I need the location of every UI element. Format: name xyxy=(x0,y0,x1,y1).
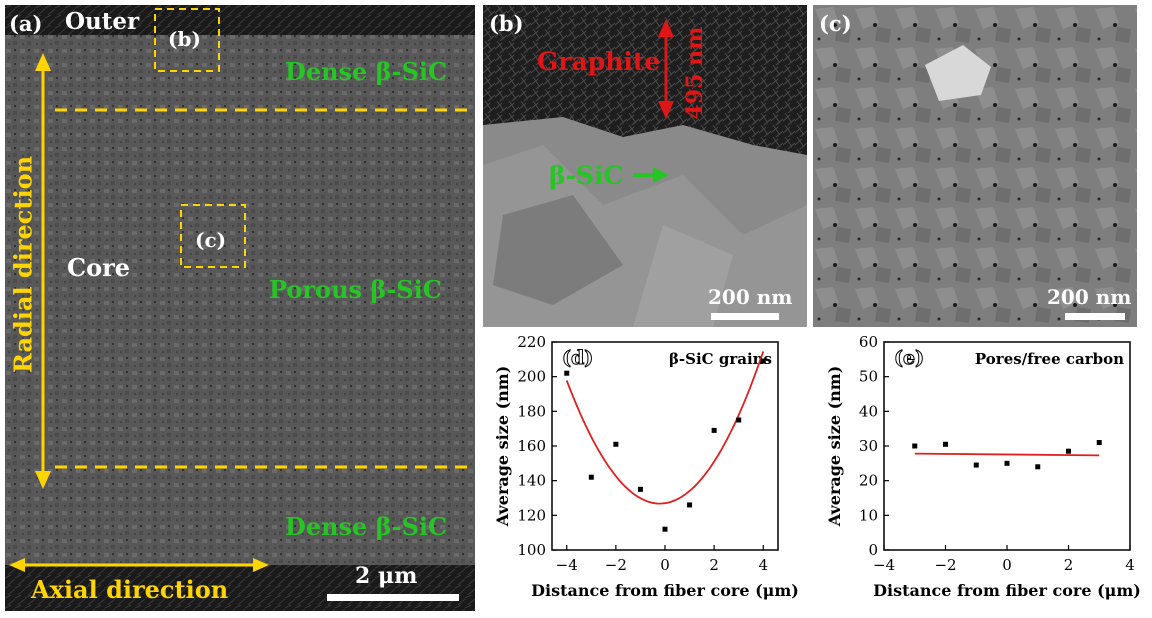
y-tick-label: 140 xyxy=(517,472,546,490)
graphite-label: Graphite xyxy=(537,47,661,76)
y-tick-label: 220 xyxy=(517,333,546,351)
inset-c-label: (c) xyxy=(195,228,227,252)
data-point xyxy=(912,443,918,449)
x-tick-label: 4 xyxy=(758,556,768,574)
y-tick-label: 200 xyxy=(517,368,546,386)
panel-letter: (e) xyxy=(894,347,924,369)
dense-bottom-label: Dense β-SiC xyxy=(285,512,448,541)
panel-b-label: (b) xyxy=(489,11,524,36)
data-point xyxy=(1004,460,1010,466)
x-tick-label: −2 xyxy=(605,556,627,574)
x-tick-label: −4 xyxy=(873,556,895,574)
data-point xyxy=(1096,440,1102,446)
x-tick-label: 4 xyxy=(1125,556,1135,574)
y-axis-label: Average size (nm) xyxy=(825,366,844,528)
data-point xyxy=(736,417,742,423)
y-tick-label: 50 xyxy=(859,368,878,386)
panel-a-micrograph xyxy=(5,5,475,611)
x-tick-label: −2 xyxy=(934,556,956,574)
plot-frame xyxy=(883,341,1131,551)
panel-c-micrograph xyxy=(813,5,1137,327)
chart-d: −4 −2 0 2 4 100 120 140 160 180 200 220 Distance fro… xyxy=(493,333,799,600)
y-tick-label: 60 xyxy=(859,333,878,351)
data-point xyxy=(943,441,948,447)
data-point xyxy=(687,502,693,508)
data-point xyxy=(662,526,668,532)
scale-bar-b-label: 200 nm xyxy=(708,285,793,309)
x-tick-label: −4 xyxy=(556,556,578,574)
radial-direction-label: Radial direction xyxy=(8,155,38,374)
y-axis-label: Average size (nm) xyxy=(493,366,512,528)
fit-curve xyxy=(914,452,1100,457)
y-tick-label: 180 xyxy=(517,402,546,420)
panel-letter: (d) xyxy=(562,347,593,369)
core-label: Core xyxy=(67,253,131,282)
y-tick-label: 100 xyxy=(517,541,546,559)
x-tick-label: 0 xyxy=(1002,556,1012,574)
dense-top-label: Dense β-SiC xyxy=(285,57,448,86)
x-tick-label: 2 xyxy=(1064,556,1074,574)
panel-c-label: (c) xyxy=(819,11,852,36)
y-tick-label: 120 xyxy=(517,506,546,524)
data-point xyxy=(1066,448,1071,454)
thickness-label: 495 nm xyxy=(682,26,708,120)
data-point xyxy=(711,427,717,433)
x-tick-label: 0 xyxy=(660,556,670,574)
x-tick-label: 2 xyxy=(709,556,719,574)
data-point xyxy=(760,358,766,364)
scale-bar-a-label: 2 μm xyxy=(355,563,418,589)
plot-frame xyxy=(551,341,779,551)
sic-label: β-SiC xyxy=(549,161,624,190)
data-point xyxy=(637,486,643,492)
x-axis-label: Distance from fiber core (μm) xyxy=(873,581,1140,600)
data-point xyxy=(564,370,570,376)
y-tick-label: 160 xyxy=(517,437,546,455)
y-tick-label: 30 xyxy=(859,437,878,455)
fit-curve xyxy=(565,351,765,505)
data-point xyxy=(588,474,594,480)
data-point xyxy=(1035,464,1041,470)
y-tick-label: 20 xyxy=(859,472,878,490)
y-tick-label: 40 xyxy=(859,402,878,420)
data-point xyxy=(973,462,979,468)
y-tick-label: 10 xyxy=(859,506,878,524)
chart-title: β-SiC grains xyxy=(669,350,772,368)
inset-b-label: (b) xyxy=(168,27,201,51)
scale-bar-c-label: 200 nm xyxy=(1047,285,1132,309)
panel-b-micrograph xyxy=(483,5,807,327)
outer-label: Outer xyxy=(65,8,140,35)
chart-title: Pores/free carbon xyxy=(975,350,1124,368)
porous-label: Porous β-SiC xyxy=(269,275,442,304)
panel-b: (b) Graphite 495 nm β-SiC 200 nm xyxy=(483,5,807,327)
y-tick-label: 0 xyxy=(868,541,878,559)
panel-a: (a) Outer (b) (c) Dense β-SiC Porous β-S… xyxy=(5,5,475,611)
data-point xyxy=(613,441,619,447)
panel-a-label: (a) xyxy=(9,11,43,36)
x-axis-label: Distance from fiber core (μm) xyxy=(531,581,799,600)
axial-direction-label: Axial direction xyxy=(31,575,229,604)
panel-c: (c) 200 nm xyxy=(813,5,1137,327)
